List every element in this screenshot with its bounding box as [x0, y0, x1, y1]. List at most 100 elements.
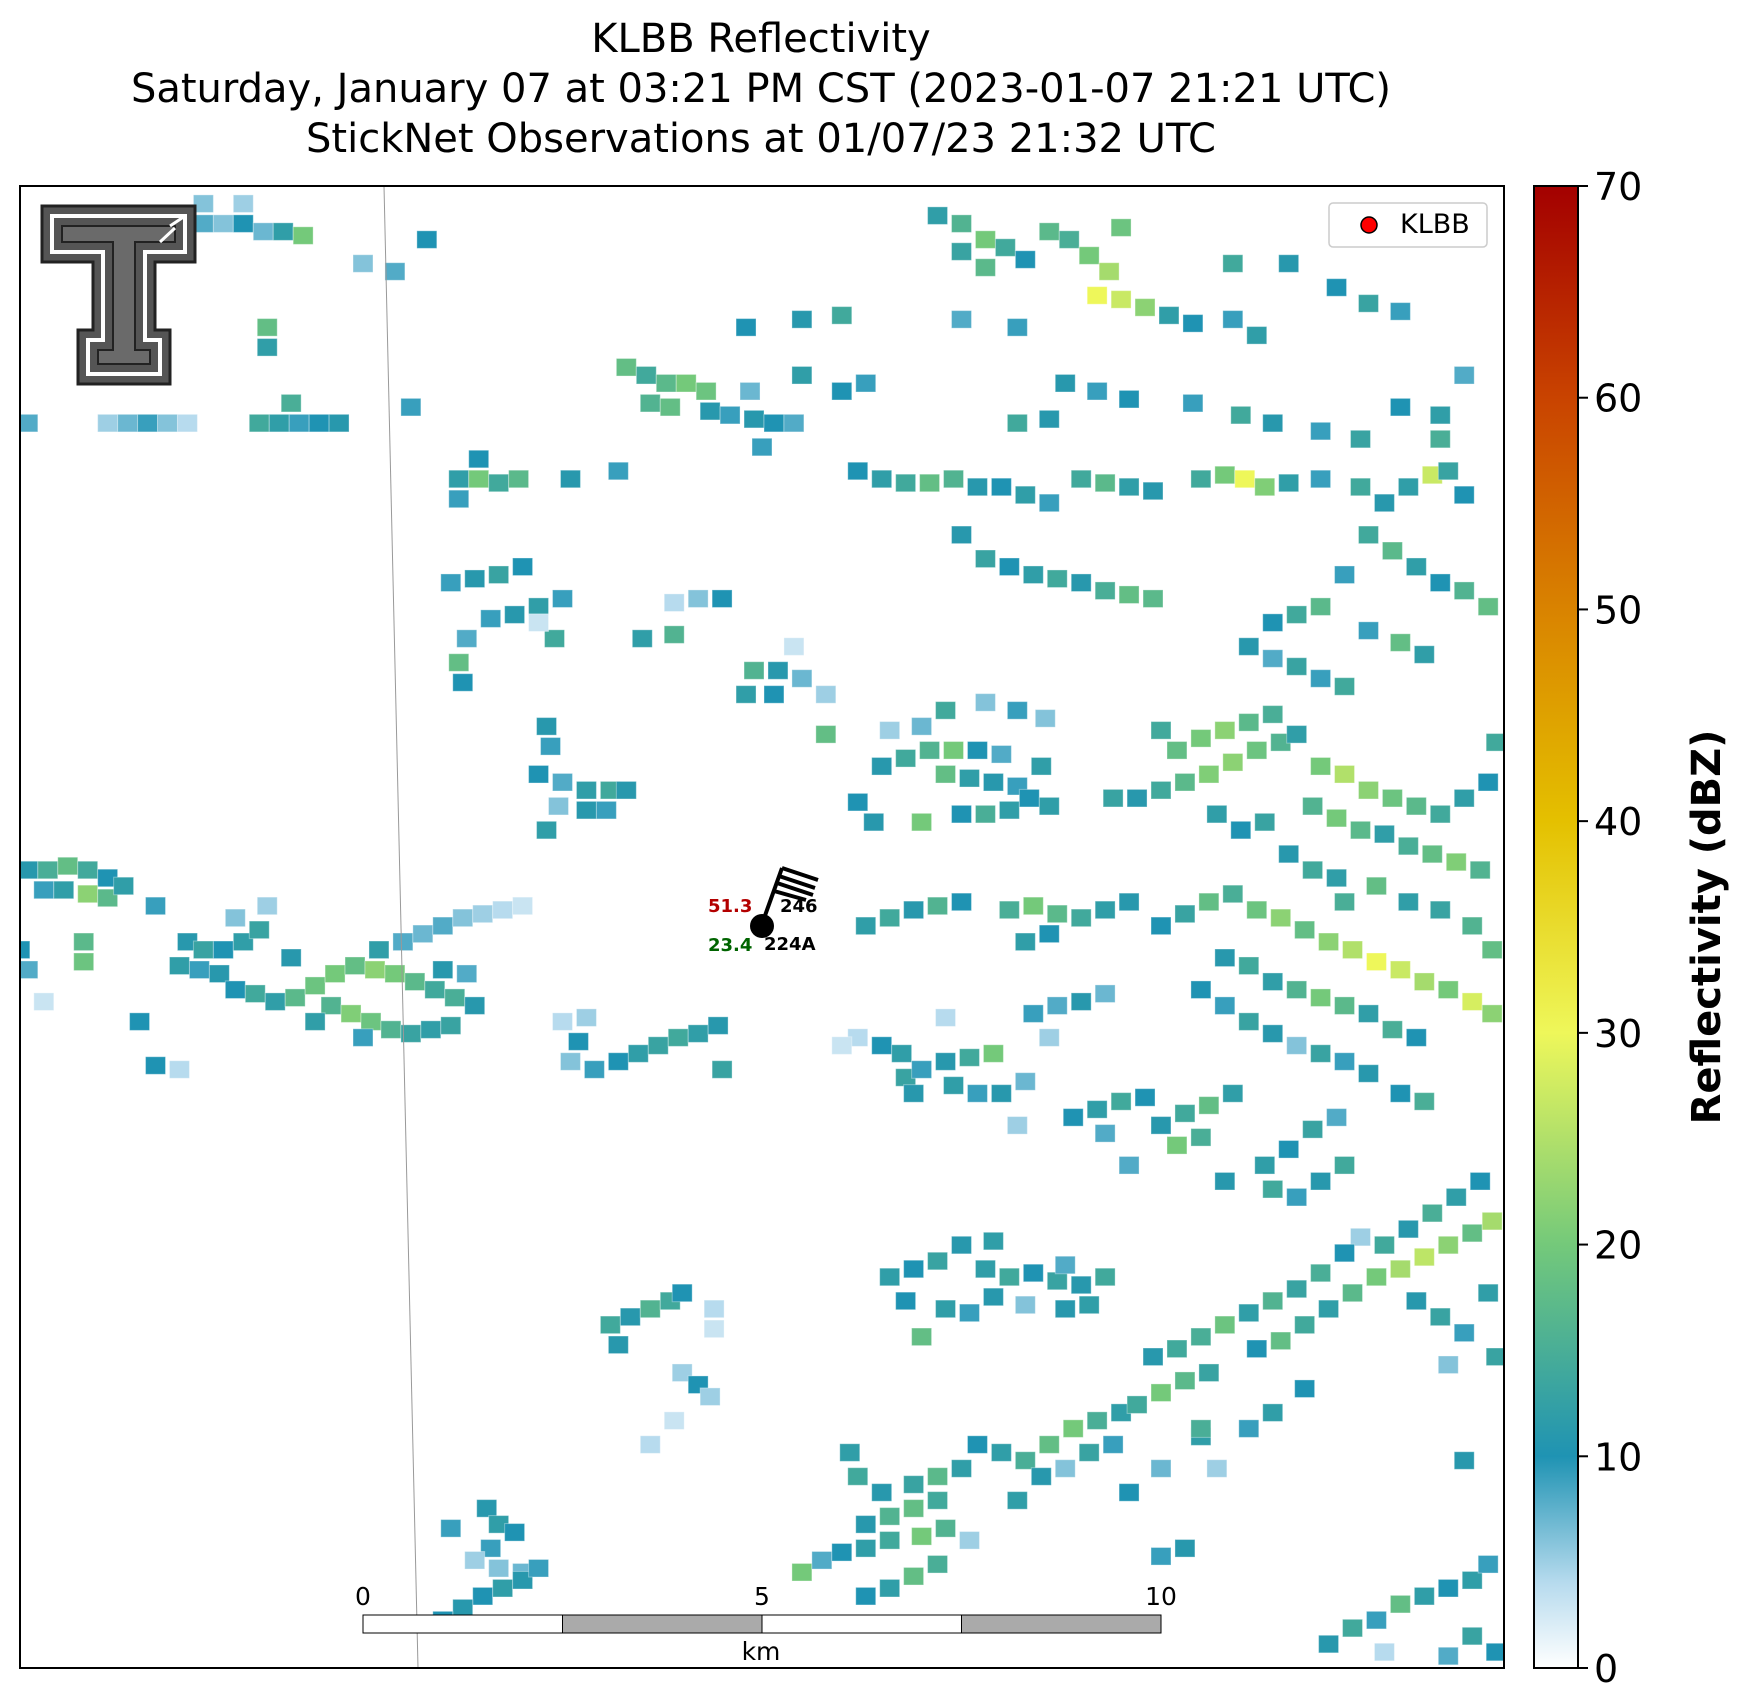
- echo-cell: [268, 413, 290, 433]
- echo-cell: [974, 549, 996, 569]
- echo-cell: [1006, 1491, 1028, 1510]
- echo-cell: [248, 413, 270, 433]
- echo-cell: [1389, 633, 1411, 652]
- echo-cell: [990, 1084, 1012, 1103]
- echo-cell: [456, 629, 478, 648]
- echo-cell: [328, 413, 350, 433]
- echo-cell: [1461, 1223, 1483, 1243]
- echo-cell: [1222, 1084, 1244, 1103]
- legend-box: [1328, 202, 1488, 248]
- echo-cell: [719, 405, 741, 425]
- echo-cell: [639, 1435, 661, 1454]
- echo-cell: [1326, 1108, 1348, 1127]
- echo-cell: [1429, 405, 1451, 425]
- echo-cell: [1373, 1642, 1395, 1662]
- echo-cell: [791, 669, 813, 688]
- colorbar-tick-label: 0: [1594, 1647, 1618, 1691]
- echo-cell: [951, 892, 972, 912]
- echo-cell: [1453, 365, 1475, 385]
- echo-cell: [508, 469, 530, 489]
- echo-cell: [344, 956, 366, 976]
- echo-cell: [1389, 1594, 1411, 1614]
- echo-cell: [20, 940, 31, 960]
- echo-cell: [735, 318, 757, 337]
- echo-cell: [1429, 804, 1451, 824]
- echo-cell: [1166, 1339, 1188, 1359]
- scale-bar-label: km: [742, 1637, 781, 1666]
- echo-cell: [627, 1044, 649, 1063]
- echo-cell: [1238, 1303, 1260, 1323]
- echo-cell: [1477, 772, 1499, 792]
- echo-cell: [667, 1028, 689, 1047]
- colorbar-tick-label: 40: [1594, 800, 1642, 844]
- echo-cell: [1070, 1275, 1092, 1295]
- echo-cell: [1014, 1072, 1036, 1091]
- colorbar-tick-label: 20: [1594, 1224, 1642, 1268]
- echo-cell: [1118, 1483, 1140, 1502]
- echo-cell: [1326, 278, 1348, 297]
- echo-cell: [1350, 429, 1371, 449]
- echo-cell: [1214, 1171, 1236, 1191]
- echo-cell: [368, 940, 390, 960]
- echo-cell: [1286, 1036, 1308, 1055]
- echo-cell: [1485, 733, 1504, 752]
- echo-cell: [1365, 952, 1387, 972]
- scale-tick-label: 5: [754, 1582, 770, 1611]
- echo-cell: [1334, 677, 1356, 696]
- echo-cell: [1038, 493, 1060, 513]
- echo-cell: [1477, 1283, 1499, 1303]
- echo-cell: [699, 1387, 721, 1406]
- echo-cell: [1190, 1327, 1212, 1347]
- echo-cell: [452, 1598, 474, 1618]
- echo-cell: [615, 780, 637, 800]
- echo-cell: [1054, 1255, 1076, 1275]
- echo-cell: [595, 800, 617, 820]
- echo-cell: [1198, 1096, 1220, 1115]
- echo-cell: [599, 1315, 621, 1335]
- echo-cell: [1278, 473, 1300, 493]
- echo-cell: [1437, 980, 1459, 999]
- echo-cell: [308, 413, 330, 433]
- echo-cell: [456, 964, 478, 984]
- title-line: KLBB Reflectivity: [591, 16, 930, 62]
- echo-cell: [619, 1307, 641, 1327]
- echo-cell: [1262, 1403, 1284, 1422]
- echo-cell: [919, 473, 941, 493]
- echo-cell: [440, 1016, 462, 1035]
- echo-cell: [895, 1291, 917, 1311]
- echo-cell: [1294, 1315, 1316, 1335]
- echo-cell: [1034, 709, 1056, 728]
- echo-cell: [256, 338, 278, 357]
- echo-cell: [707, 1016, 729, 1035]
- echo-cell: [1262, 1179, 1284, 1199]
- scale-tick-label: 10: [1145, 1582, 1177, 1611]
- echo-cell: [1481, 1004, 1503, 1023]
- echo-cell: [943, 741, 964, 760]
- echo-cell: [831, 1543, 853, 1562]
- echo-cell: [340, 1004, 362, 1023]
- echo-cell: [552, 589, 573, 608]
- echo-cell: [951, 804, 972, 824]
- echo-cell: [1134, 1088, 1156, 1107]
- echo-cell: [1254, 477, 1276, 497]
- echo-cell: [488, 1558, 510, 1578]
- echo-cell: [1214, 1315, 1236, 1335]
- echo-cell: [943, 469, 964, 489]
- echo-cell: [1150, 1116, 1172, 1135]
- echo-cell: [935, 764, 957, 784]
- echo-cell: [871, 1036, 893, 1055]
- legend-label: KLBB: [1400, 209, 1470, 240]
- echo-cell: [1158, 306, 1180, 325]
- echo-cell: [352, 254, 374, 273]
- echo-cell: [1413, 1092, 1435, 1111]
- echo-cell: [1262, 705, 1284, 724]
- echo-cell: [1453, 485, 1475, 505]
- echo-cell: [1437, 1646, 1459, 1666]
- echo-cell: [951, 310, 972, 329]
- echo-cell: [1118, 585, 1140, 604]
- echo-cell: [1358, 1004, 1379, 1023]
- echo-cell: [1070, 573, 1092, 592]
- echo-cell: [1150, 780, 1172, 800]
- echo-cell: [671, 1283, 693, 1303]
